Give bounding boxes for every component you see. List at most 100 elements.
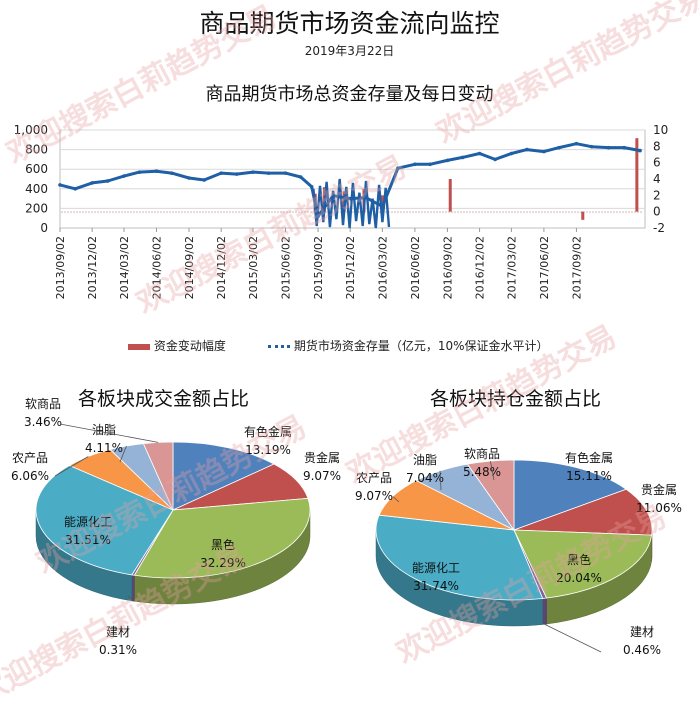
- bar-mark: [449, 179, 452, 212]
- x-tick-label: 2013/09/02: [54, 236, 67, 299]
- x-tick-label: 2017/09/02: [570, 236, 583, 299]
- pie-value-label: 0.46%: [623, 643, 661, 657]
- bar-mark: [581, 212, 584, 220]
- line-point: [348, 197, 352, 201]
- line-point: [622, 146, 626, 150]
- x-tick-label: 2014/06/02: [150, 236, 163, 299]
- pie-value-label: 9.07%: [355, 489, 393, 503]
- line-point: [138, 170, 142, 174]
- pie-slice-side: [543, 598, 547, 624]
- line-point: [396, 166, 400, 170]
- pie-value-label: 13.19%: [245, 443, 291, 457]
- line-point: [525, 148, 529, 152]
- pie-value-label: 4.11%: [85, 441, 123, 455]
- legend-line-label: 期货市场资金存量（亿元，10%保证金水平计）: [294, 339, 549, 353]
- pie-leader-line: [545, 624, 601, 652]
- line-point: [267, 171, 271, 175]
- dashboard: 商品期货市场资金流向监控 2019年3月22日 商品期货市场总资金存量及每日变动…: [0, 0, 699, 684]
- pie-value-label: 0.31%: [99, 643, 137, 657]
- y-right-tick-label: 6: [653, 156, 661, 170]
- pie-category-label: 黑色: [567, 553, 591, 567]
- y-right-tick-label: 8: [653, 139, 661, 153]
- y-right-tick-label: 0: [653, 205, 661, 219]
- line-point: [493, 158, 497, 162]
- line-point: [381, 205, 385, 209]
- pie-value-label: 20.04%: [556, 571, 602, 585]
- line-point: [446, 159, 450, 163]
- pie-category-label: 建材: [106, 625, 130, 639]
- pie-category-label: 软商品: [464, 446, 500, 461]
- x-tick-label: 2017/03/02: [505, 236, 518, 299]
- legend-line-swatch: [268, 345, 290, 348]
- line-point: [557, 146, 561, 150]
- legend-line-item: 期货市场资金存量（亿元，10%保证金水平计）: [268, 337, 549, 354]
- x-tick-label: 2014/09/02: [183, 236, 196, 299]
- pie-category-label: 农产品: [356, 471, 392, 485]
- pie-value-label: 3.46%: [24, 415, 62, 429]
- pie-category-label: 能源化工: [64, 515, 112, 529]
- line-point: [106, 179, 110, 183]
- pie-chart-holdings: 有色金属15.11%贵金属11.06%黑色20.04%建材0.46%能源化工31…: [349, 384, 699, 684]
- x-tick-label: 2014/12/02: [215, 236, 228, 299]
- line-point: [202, 178, 206, 182]
- pie-category-label: 油脂: [92, 422, 116, 437]
- x-tick-label: 2016/12/02: [474, 236, 487, 299]
- pie-value-label: 11.06%: [636, 501, 682, 515]
- pie-slice-side: [132, 575, 135, 601]
- x-tick-label: 2016/09/02: [441, 236, 454, 299]
- line-point: [413, 163, 417, 167]
- pie-chart-turnover: 有色金属13.19%贵金属9.07%黑色32.29%建材0.31%能源化工31.…: [0, 384, 349, 684]
- line-point: [638, 149, 642, 153]
- legend-bar-label: 资金变动幅度: [154, 339, 226, 353]
- line-point: [607, 146, 611, 150]
- line-point: [478, 152, 482, 156]
- line-point: [90, 181, 94, 185]
- line-point: [510, 152, 514, 156]
- x-tick-label: 2017/06/02: [538, 236, 551, 299]
- y-left-tick-label: 800: [25, 143, 48, 157]
- x-tick-label: 2015/06/02: [280, 236, 293, 299]
- pie-category-label: 建材: [630, 625, 654, 639]
- pie-value-label: 31.51%: [65, 533, 111, 547]
- line-point: [58, 183, 62, 187]
- pie-value-label: 15.11%: [566, 469, 612, 483]
- pie-value-label: 9.07%: [303, 469, 341, 483]
- line-point: [542, 150, 546, 154]
- pie-value-label: 7.04%: [406, 471, 444, 485]
- y-right-tick-label: 10: [653, 123, 668, 137]
- pie-category-label: 油脂: [413, 452, 437, 467]
- line-point: [575, 142, 579, 146]
- line-point: [310, 185, 314, 189]
- line-point: [461, 156, 465, 160]
- pie-value-label: 5.48%: [463, 465, 501, 479]
- line-point: [316, 214, 320, 218]
- pie-value-label: 6.06%: [11, 469, 49, 483]
- pie-category-label: 有色金属: [565, 450, 613, 465]
- y-right-tick-label: -2: [653, 221, 665, 235]
- x-tick-label: 2015/12/02: [344, 236, 357, 299]
- line-point: [155, 169, 159, 173]
- line-point: [284, 171, 288, 175]
- pie-category-label: 贵金属: [641, 482, 677, 497]
- pie-value-label: 31.74%: [413, 579, 459, 593]
- pie-value-label: 32.29%: [200, 556, 246, 570]
- line-point: [73, 187, 77, 191]
- x-tick-label: 2016/03/02: [376, 236, 389, 299]
- line-point: [299, 175, 303, 179]
- x-tick-label: 2016/06/02: [409, 236, 422, 299]
- y-left-tick-label: 0: [40, 221, 48, 235]
- y-left-tick-label: 400: [25, 182, 48, 196]
- plot-area: [60, 130, 645, 228]
- line-point: [428, 163, 432, 167]
- pie-category-label: 贵金属: [304, 450, 340, 465]
- y-left-tick-label: 1,000: [14, 123, 48, 137]
- legend-bar-item: 资金变动幅度: [128, 337, 226, 354]
- pie-category-label: 有色金属: [244, 424, 292, 439]
- y-right-tick-label: 4: [653, 172, 661, 186]
- line-point: [364, 196, 368, 200]
- x-tick-label: 2014/03/02: [118, 236, 131, 299]
- pie-category-label: 软商品: [25, 396, 61, 411]
- line-point: [590, 145, 594, 149]
- line-point: [187, 176, 191, 180]
